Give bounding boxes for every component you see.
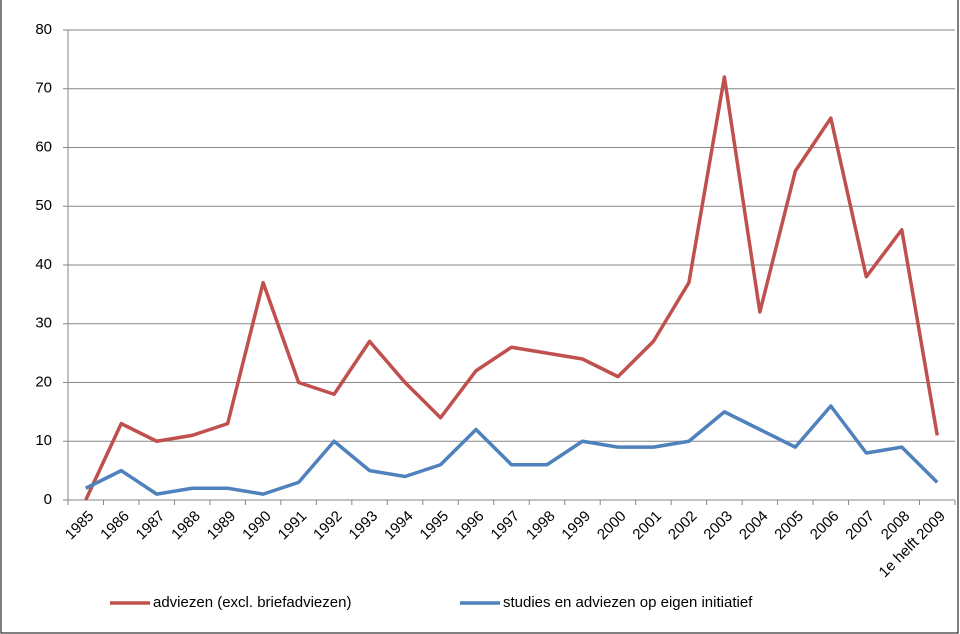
x-tick-label: 1987 — [133, 508, 169, 544]
x-tick-label: 2002 — [665, 508, 701, 544]
x-tick-label: 2007 — [842, 508, 878, 544]
x-tick-label: 1986 — [97, 508, 133, 544]
x-tick-label: 2004 — [736, 508, 772, 544]
y-tick-label: 30 — [35, 315, 52, 332]
y-tick-label: 20 — [35, 373, 52, 390]
legend-label: studies en adviezen op eigen initiatief — [503, 594, 753, 611]
x-tick-label: 2003 — [700, 508, 736, 544]
y-tick-label: 10 — [35, 432, 52, 449]
x-tick-label: 1985 — [62, 508, 98, 544]
x-tick-label: 1992 — [310, 508, 346, 544]
x-tick-label: 1999 — [558, 508, 594, 544]
legend-label: adviezen (excl. briefadviezen) — [153, 594, 351, 611]
y-tick-label: 0 — [44, 491, 52, 508]
y-tick-label: 50 — [35, 197, 52, 214]
x-tick-label: 1995 — [417, 508, 453, 544]
y-tick-label: 80 — [35, 21, 52, 38]
x-tick-label: 1989 — [204, 508, 240, 544]
x-tick-label: 2000 — [594, 508, 630, 544]
y-tick-label: 70 — [35, 80, 52, 97]
x-tick-label: 1998 — [523, 508, 559, 544]
x-tick-label: 1996 — [452, 508, 488, 544]
x-tick-label: 2005 — [771, 508, 807, 544]
x-tick-label: 2006 — [807, 508, 843, 544]
x-tick-label: 1991 — [275, 508, 311, 544]
x-tick-label: 2001 — [629, 508, 665, 544]
series-line — [84, 75, 939, 501]
x-tick-label: 1993 — [346, 508, 382, 544]
y-tick-label: 60 — [35, 138, 52, 155]
series-line — [84, 404, 939, 496]
y-tick-label: 40 — [35, 256, 52, 273]
x-tick-label: 1988 — [168, 508, 204, 544]
x-tick-label: 1994 — [381, 508, 417, 544]
x-tick-label: 1997 — [488, 508, 524, 544]
x-tick-label: 1990 — [239, 508, 275, 544]
